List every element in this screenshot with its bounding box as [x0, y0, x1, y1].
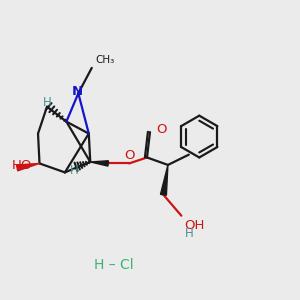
Text: H: H	[43, 96, 51, 109]
Text: N: N	[71, 85, 82, 98]
Polygon shape	[160, 165, 168, 195]
Text: HO: HO	[12, 159, 32, 172]
Text: H: H	[70, 164, 78, 177]
Text: O: O	[156, 123, 166, 136]
Text: CH₃: CH₃	[95, 56, 115, 65]
Text: O: O	[124, 148, 134, 162]
Text: H: H	[184, 226, 193, 239]
Polygon shape	[90, 161, 108, 166]
Polygon shape	[16, 164, 40, 171]
Text: H – Cl: H – Cl	[94, 258, 134, 272]
Text: OH: OH	[184, 219, 205, 232]
